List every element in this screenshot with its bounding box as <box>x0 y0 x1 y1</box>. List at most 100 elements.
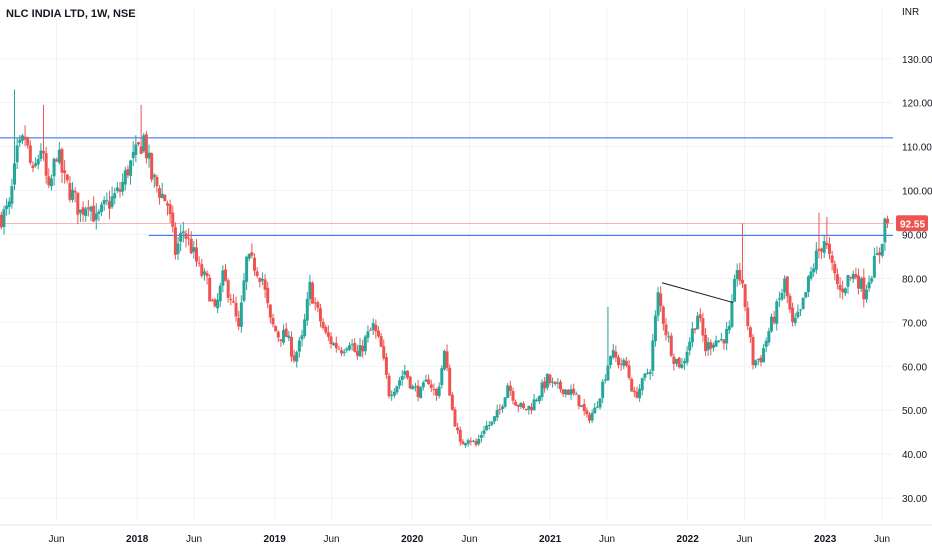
candle-body <box>442 350 446 370</box>
x-tick-label: Jun <box>461 534 477 545</box>
candle-body <box>558 381 562 390</box>
candle-body <box>556 382 560 384</box>
candle-body <box>347 345 351 350</box>
candle-body <box>47 176 51 186</box>
candle-body <box>545 373 549 388</box>
candle-body <box>63 170 67 174</box>
trend-line[interactable] <box>661 282 734 304</box>
candle-body <box>115 187 119 191</box>
candle-body <box>395 386 399 393</box>
x-tick-label: Jun <box>186 534 202 545</box>
candle-body <box>474 440 478 445</box>
chart-title: NLC INDIA LTD, 1W, NSE <box>6 8 136 20</box>
candle-body <box>506 385 510 398</box>
candle-body <box>822 241 826 253</box>
candle-body <box>646 372 650 374</box>
candle-body <box>503 397 507 407</box>
candle-body <box>537 396 541 402</box>
candle-body <box>361 345 365 352</box>
candle-body <box>57 149 61 163</box>
candle-body <box>92 205 96 222</box>
candle-body <box>669 335 673 356</box>
candle-body <box>221 270 225 286</box>
candle-body <box>685 351 689 363</box>
candle-body <box>398 380 402 386</box>
candle-body <box>179 232 183 242</box>
candle-body <box>366 331 370 338</box>
candle-body <box>55 159 59 162</box>
candle-body <box>303 319 307 337</box>
candle-body <box>295 352 299 362</box>
candle-body <box>828 243 832 254</box>
candle-body <box>316 302 320 308</box>
candle-body <box>759 357 763 363</box>
trendlines[interactable] <box>661 282 734 304</box>
candle-body <box>163 194 167 202</box>
candle-body <box>421 382 425 388</box>
candle-body <box>859 278 863 289</box>
candle-body <box>287 335 291 338</box>
candle-body <box>598 398 602 408</box>
candle-body <box>854 274 858 278</box>
candle-body <box>168 204 172 215</box>
horizontal-lines[interactable] <box>0 137 893 236</box>
candle-body <box>461 441 465 445</box>
candle-body <box>216 299 220 309</box>
candle-body <box>532 399 536 411</box>
candle-body <box>767 331 771 343</box>
candle-body <box>400 375 404 380</box>
candle-body <box>144 134 148 159</box>
y-tick-label: 100.00 <box>902 187 932 198</box>
y-tick-label: 80.00 <box>902 274 927 285</box>
candle-body <box>693 328 697 331</box>
candle-body <box>617 357 621 366</box>
x-tick-label: 2019 <box>264 534 287 545</box>
candle-body <box>464 443 468 446</box>
y-axis[interactable]: 30.00 40.00 50.00 60.00 70.00 80.00 90.00 100.0… <box>902 55 932 505</box>
candle-body <box>648 371 652 375</box>
candle-body <box>643 373 647 378</box>
candle-body <box>142 135 146 152</box>
grid <box>0 8 893 520</box>
candle-body <box>36 159 40 165</box>
candle-body <box>809 271 813 279</box>
candle-body <box>42 150 46 154</box>
candle-body <box>274 325 278 332</box>
candle-body <box>814 250 818 270</box>
candle-body <box>308 281 312 299</box>
candle-body <box>743 284 747 308</box>
candle-body <box>587 414 591 421</box>
candle-body <box>479 434 483 438</box>
candle-body <box>337 348 341 350</box>
candle-body <box>661 306 665 324</box>
y-tick-label: 30.00 <box>902 494 927 505</box>
candle-body <box>653 315 657 342</box>
candle-body <box>656 292 660 316</box>
candle-body <box>329 336 333 345</box>
candle-body <box>780 292 784 300</box>
candle-body <box>406 370 410 378</box>
candle-body <box>324 326 328 333</box>
candle-body <box>561 389 565 395</box>
candle-body <box>817 248 821 251</box>
candle-body <box>7 201 11 208</box>
candle-body <box>311 282 315 304</box>
candle-body <box>725 329 729 344</box>
candle-body <box>110 196 114 207</box>
x-axis[interactable]: Jun 2018 Jun 2019 Jun 2020 Jun 2021 Jun 2022 Jun 20… <box>48 534 890 545</box>
candle-body <box>340 350 344 354</box>
candle-body <box>722 339 726 344</box>
candle-body <box>23 136 27 140</box>
candle-body <box>458 429 462 442</box>
candle-body <box>756 358 760 360</box>
candle-body <box>187 237 191 239</box>
last-price-value: 92.55 <box>900 219 925 230</box>
candle-body <box>134 144 138 155</box>
candle-body <box>181 231 185 233</box>
candle-body <box>611 350 615 358</box>
candle-body <box>514 401 518 406</box>
candle-body <box>376 330 380 337</box>
candle-body <box>595 406 599 408</box>
candle-body <box>672 356 676 364</box>
candle-body <box>326 332 330 337</box>
